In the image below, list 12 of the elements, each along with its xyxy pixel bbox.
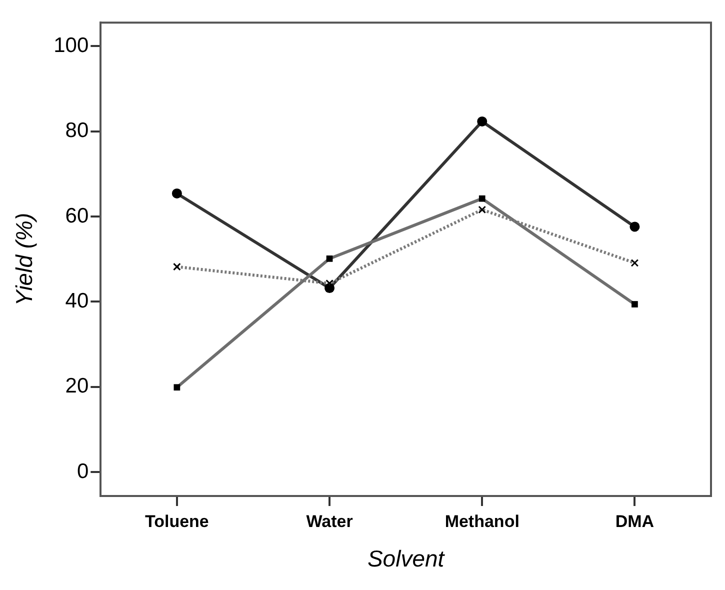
y-tick-label: 80: [65, 119, 89, 142]
x-tick-label: Methanol: [444, 512, 520, 531]
y-tick-label: 0: [76, 460, 89, 483]
x-tick-label: Toluene: [144, 512, 209, 531]
y-tick-label: 40: [65, 289, 89, 312]
x-axis-title: Solvent: [367, 546, 446, 572]
y-tick-label: 60: [65, 204, 89, 228]
x-tick-label: Water: [306, 512, 354, 531]
y-axis-title: Yield (%): [11, 212, 38, 306]
x-tick-label: DMA: [615, 512, 654, 531]
y-tick-label: 100: [54, 34, 89, 57]
y-tick-label: 20: [65, 374, 89, 398]
